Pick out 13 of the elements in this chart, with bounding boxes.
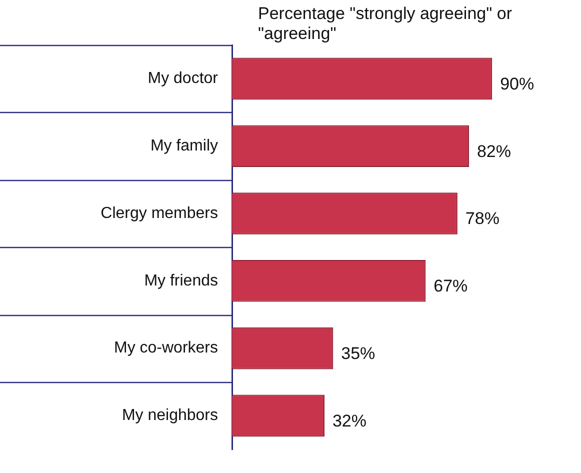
y-tick-label: My doctor <box>148 70 219 88</box>
data-label: 82% <box>476 142 512 161</box>
chart-title: Percentage "strongly agreeing" or "agreeing" <box>258 4 513 44</box>
y-tick-label: Clergy members <box>100 204 218 222</box>
data-label: 90% <box>500 74 534 94</box>
data-label: 78% <box>465 209 500 228</box>
y-tick-label: My neighbors <box>122 407 218 424</box>
data-label: 35% <box>341 344 376 363</box>
y-tick-label: My friends <box>144 272 218 290</box>
data-label: 67% <box>434 276 468 296</box>
y-tick-label: My co-workers <box>114 340 218 357</box>
y-tick-label: My family <box>150 138 218 155</box>
data-label: 32% <box>332 411 367 430</box>
